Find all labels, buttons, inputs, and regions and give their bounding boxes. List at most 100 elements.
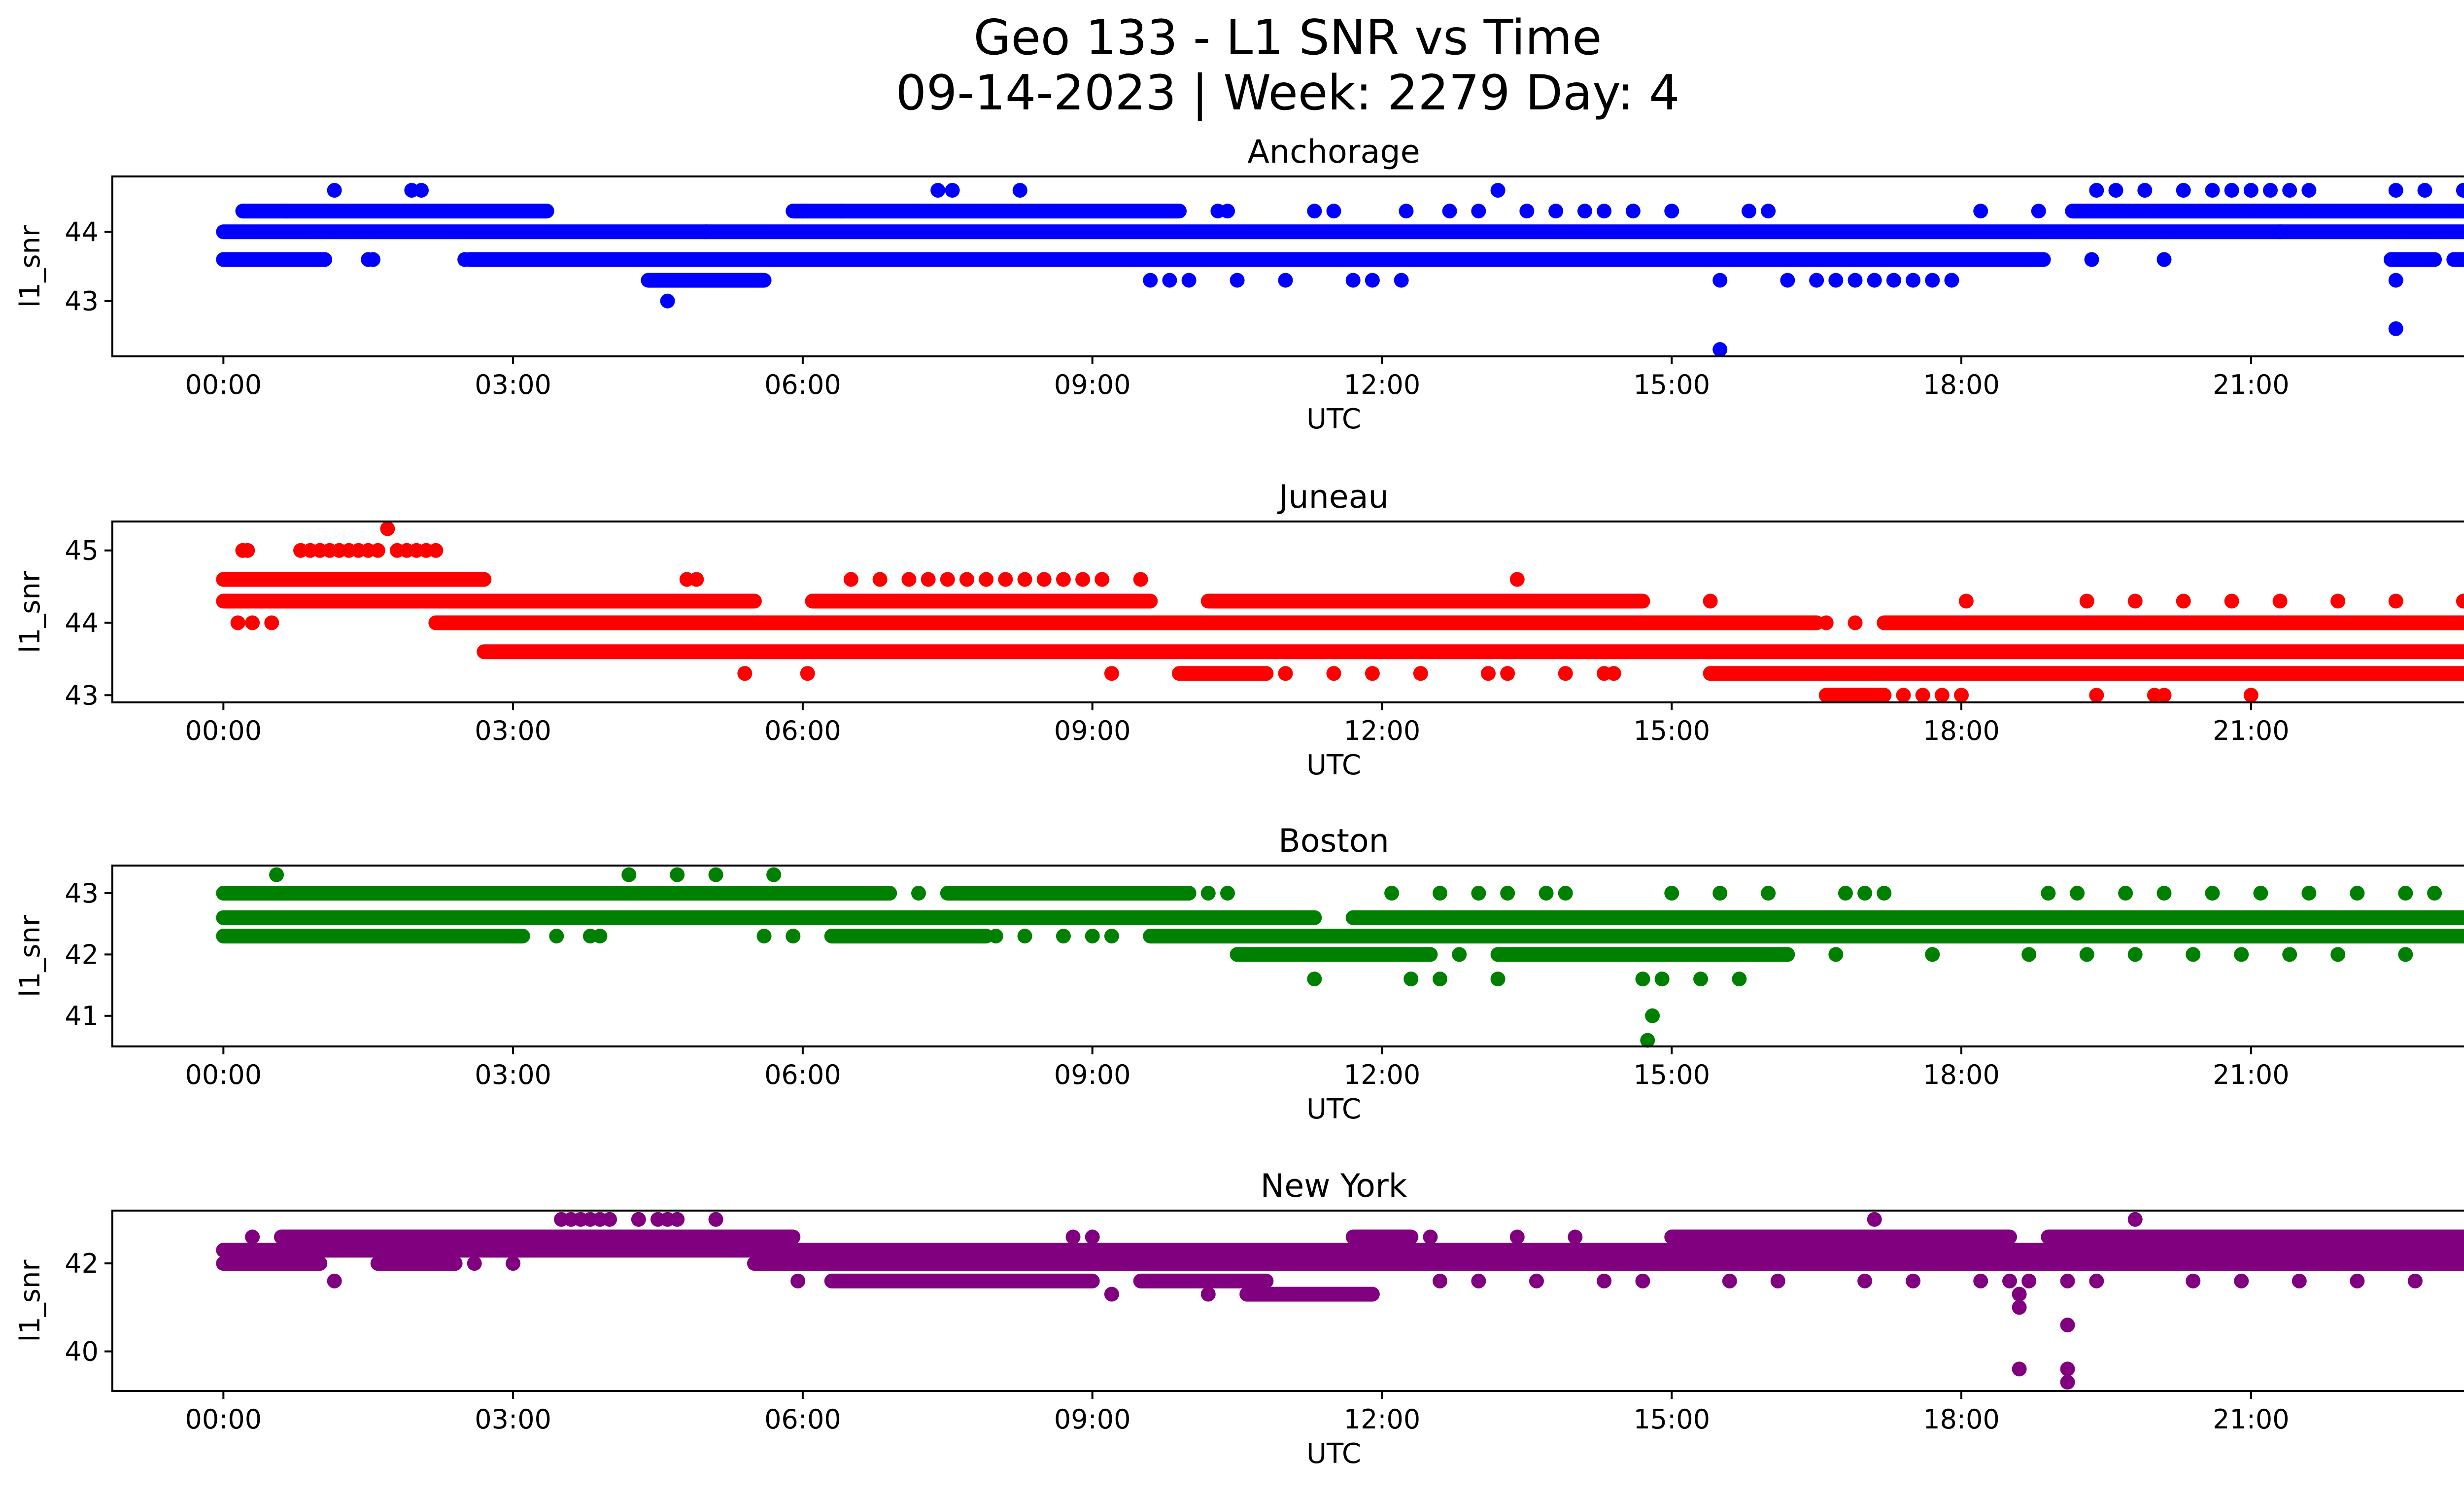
data-point (2243, 688, 2259, 703)
data-point-run (370, 1256, 463, 1271)
data-point (1809, 273, 1824, 288)
x-tick-label: 00:00 (185, 369, 262, 400)
data-point (428, 543, 444, 558)
y-tick-label: 44 (65, 608, 99, 639)
data-point (2205, 885, 2220, 901)
data-point (2417, 183, 2432, 198)
data-point (2388, 321, 2403, 336)
data-point (2224, 593, 2239, 609)
data-point (2436, 1256, 2452, 1271)
data-point (1732, 972, 1747, 987)
data-point (457, 252, 473, 267)
x-tick-label: 15:00 (1633, 715, 1710, 746)
data-point (447, 1256, 463, 1271)
data-point-run (805, 593, 1158, 609)
data-point (2456, 183, 2464, 198)
data-point (2137, 183, 2153, 198)
data-point (2243, 183, 2259, 198)
data-point (278, 204, 294, 219)
data-point (1877, 885, 1892, 901)
data-point (1288, 910, 1303, 925)
data-point (1220, 885, 1235, 901)
data-series (216, 867, 2464, 1048)
data-point (1635, 972, 1650, 987)
data-point (1104, 666, 1119, 681)
data-point (1973, 204, 1988, 219)
data-point (2021, 1273, 2037, 1288)
data-point (1597, 1273, 1612, 1288)
x-tick-label: 21:00 (2213, 1404, 2290, 1435)
data-point-run (2446, 252, 2464, 267)
data-point (1635, 1273, 1650, 1288)
subplot-panels: Anchorage 00:00 03:00 06:00 09:00 12:00 15:00 1… (14, 134, 2464, 1470)
data-point (1529, 1273, 1544, 1288)
data-point (1693, 972, 1709, 987)
data-point-run (1490, 947, 1795, 962)
data-point (843, 572, 858, 587)
data-point (1761, 204, 1776, 219)
data-point (2186, 1273, 2201, 1288)
data-point (1433, 972, 1448, 987)
x-tick-label: 09:00 (1054, 369, 1131, 400)
data-point (2012, 1361, 2027, 1377)
data-point (660, 293, 675, 309)
data-point (1399, 204, 1414, 219)
data-point (959, 252, 974, 267)
data-point (245, 1229, 260, 1245)
data-point-run (1877, 615, 2464, 630)
data-point (230, 615, 245, 630)
data-point (1664, 885, 1679, 901)
x-tick-label: 06:00 (764, 715, 841, 746)
data-point (1413, 666, 1428, 681)
data-point (2253, 885, 2268, 901)
data-point (2398, 885, 2413, 901)
data-point (911, 885, 926, 901)
data-point (506, 1256, 521, 1271)
data-point (795, 204, 810, 219)
data-point (1500, 885, 1515, 901)
data-point (2369, 1229, 2384, 1245)
data-point (1896, 688, 1911, 703)
x-tick-label: 06:00 (764, 369, 841, 400)
data-point (1606, 666, 1621, 681)
x-tick-label: 03:00 (475, 1059, 551, 1090)
figure-title-line1: Geo 133 - L1 SNR vs Time (974, 10, 1602, 66)
figure-title-line2: 09-14-2023 | Week: 2279 Day: 4 (896, 65, 1680, 121)
data-point (1104, 929, 1119, 944)
data-point (1867, 688, 1882, 703)
data-point (1452, 947, 1467, 962)
data-point (1915, 688, 1930, 703)
data-point (867, 252, 883, 267)
data-point (930, 183, 946, 198)
data-point (269, 867, 284, 882)
data-point (1307, 204, 1322, 219)
data-point-run (1345, 910, 2464, 925)
data-point (1046, 252, 1061, 267)
data-point (2388, 593, 2403, 609)
data-point (1958, 593, 1974, 609)
subplot-0: Anchorage 00:00 03:00 06:00 09:00 12:00 15:00 1… (14, 134, 2464, 435)
x-tick-label: 15:00 (1633, 369, 1710, 400)
data-point (1065, 1229, 1081, 1245)
data-point (1828, 273, 1844, 288)
x-tick-label: 03:00 (475, 1404, 551, 1435)
data-point-run (786, 204, 1187, 219)
data-point (2224, 183, 2239, 198)
data-point (370, 543, 385, 558)
data-point (2427, 885, 2442, 901)
data-point-run (2041, 1229, 2464, 1245)
subplot-title: New York (1261, 1168, 1407, 1205)
data-point (2330, 593, 2346, 609)
data-point (940, 572, 955, 587)
data-point-run (824, 929, 994, 944)
y-tick-label: 41 (65, 1001, 99, 1032)
data-point-run (747, 1256, 2464, 1271)
data-point-run (216, 910, 1322, 925)
data-point (602, 1212, 617, 1227)
data-point (2272, 593, 2288, 609)
data-point (1597, 204, 1612, 219)
data-point-run (641, 273, 772, 288)
data-point (1085, 1229, 1100, 1245)
data-point (1857, 885, 1873, 901)
data-point (1075, 572, 1091, 587)
